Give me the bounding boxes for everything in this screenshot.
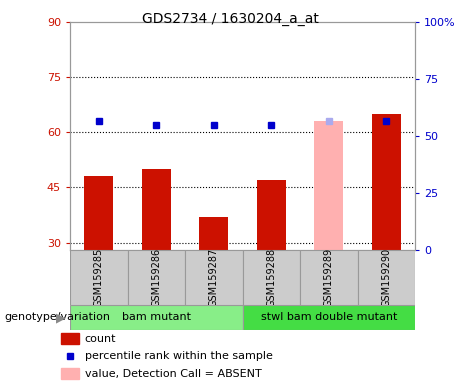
Bar <box>70 305 242 330</box>
Text: GSM159288: GSM159288 <box>266 248 276 307</box>
Text: genotype/variation: genotype/variation <box>5 313 111 323</box>
Bar <box>84 177 113 250</box>
Text: bam mutant: bam mutant <box>122 313 191 323</box>
Bar <box>242 250 300 305</box>
Bar <box>314 121 343 250</box>
Text: count: count <box>85 334 116 344</box>
Bar <box>357 250 415 305</box>
Bar <box>61 333 79 344</box>
Text: GSM159287: GSM159287 <box>209 248 219 307</box>
Text: percentile rank within the sample: percentile rank within the sample <box>85 351 273 361</box>
Bar <box>300 250 357 305</box>
Bar <box>257 180 286 250</box>
Bar <box>199 217 228 250</box>
Bar <box>185 250 242 305</box>
Bar <box>372 114 401 250</box>
Text: GDS2734 / 1630204_a_at: GDS2734 / 1630204_a_at <box>142 12 319 25</box>
Bar <box>128 250 185 305</box>
Text: GSM159289: GSM159289 <box>324 248 334 307</box>
Bar <box>61 368 79 379</box>
Bar <box>70 250 128 305</box>
Text: GSM159285: GSM159285 <box>94 248 104 307</box>
Text: GSM159286: GSM159286 <box>151 248 161 307</box>
Text: value, Detection Call = ABSENT: value, Detection Call = ABSENT <box>85 369 261 379</box>
Text: stwl bam double mutant: stwl bam double mutant <box>260 313 397 323</box>
Bar <box>142 169 171 250</box>
Text: GSM159290: GSM159290 <box>381 248 391 307</box>
Bar <box>242 305 415 330</box>
Text: ▶: ▶ <box>56 311 65 324</box>
